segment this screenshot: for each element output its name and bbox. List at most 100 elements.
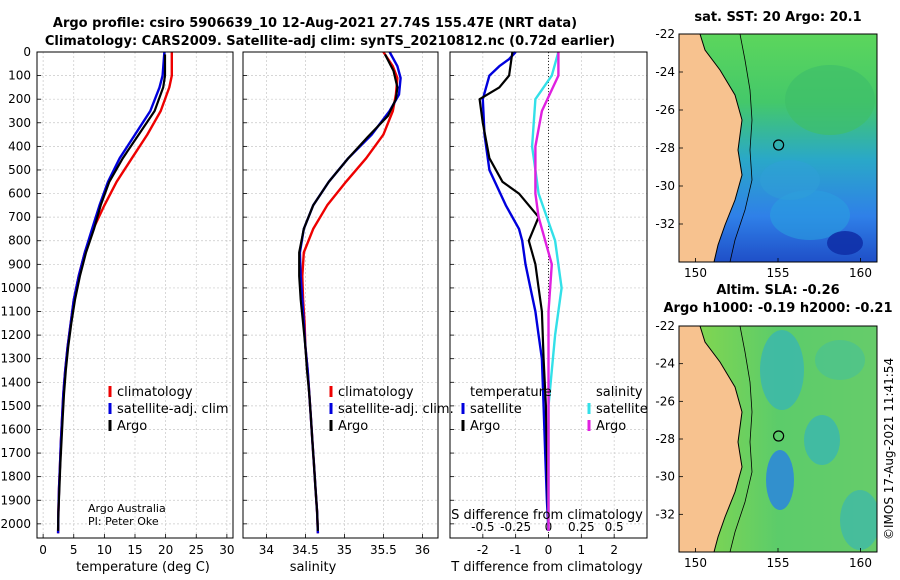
sst-map [679, 34, 877, 262]
sla-map-axes: 150 155 160 -22 -24 -26 -28 -30 -32 [655, 319, 872, 570]
legend-label-temp-argo: Argo [470, 419, 500, 434]
x-tick-label: 35.5 [370, 543, 397, 557]
legend-label-sal-argo: Argo [596, 419, 626, 434]
legend-label-satellite: satellite-adj. clim [117, 402, 229, 417]
y-tick-label: 1700 [0, 446, 31, 460]
y-tick-label: 1800 [0, 470, 31, 484]
credit-line2: PI: Peter Oke [88, 515, 159, 528]
temperature-profile-panel: 0 5 10 15 20 25 300100200300400500600700800900… [0, 45, 234, 557]
map-y-tick-label: -32 [655, 217, 675, 231]
x-top-tick-label: 0.25 [568, 520, 595, 534]
y-tick-label: 600 [8, 187, 31, 201]
sst-map-axes: 150 155 160 -22 -24 -26 -28 -30 -32 [655, 27, 872, 280]
y-tick-label: 1600 [0, 422, 31, 436]
y-tick-label: 1200 [0, 328, 31, 342]
axes-frame [36, 51, 234, 539]
y-tick-label: 100 [8, 69, 31, 83]
map-x-tick-label: 155 [767, 556, 790, 570]
sla-map-title-line1: Altim. SLA: -0.26 [716, 283, 839, 298]
y-tick-label: 800 [8, 234, 31, 248]
legend-label-sal-satellite: satellite [596, 402, 648, 417]
tdiff-xlabel: T difference from climatology [450, 560, 643, 575]
timestamp: ©IMOS 17-Aug-2021 11:41:54 [882, 358, 896, 540]
x-tick-label: -2 [477, 543, 489, 557]
y-tick-label: 1400 [0, 375, 31, 389]
salinity-profile-panel: 34 34.5 35 35.5 36 [242, 51, 439, 557]
y-tick-label: 1000 [0, 281, 31, 295]
x-tick-label: 25 [189, 543, 204, 557]
temperature-xlabel: temperature (deg C) [76, 560, 210, 575]
x-tick-label: 1 [578, 543, 586, 557]
y-tick-label: 400 [8, 139, 31, 153]
difference-profile-panel: -2 -1 0 1 2-0.5 -0.25 0 0.25 0.5 [449, 51, 648, 557]
map-y-tick-label: -26 [655, 394, 675, 408]
australia-land [679, 326, 742, 552]
sla-map [679, 326, 877, 552]
x-tick-label: 35 [337, 543, 352, 557]
coastline [699, 326, 743, 552]
australia-land [679, 34, 742, 262]
series-line-argo [57, 54, 167, 531]
map-x-tick-label: 155 [767, 266, 790, 280]
y-tick-label: 0 [23, 45, 31, 59]
series-line-salinity-satellite [530, 51, 563, 531]
temperature-legend: climatology satellite-adj. clim Argo [108, 385, 229, 434]
map-y-tick-label: -22 [655, 27, 675, 41]
x-tick-label: 34.5 [292, 543, 319, 557]
legend-label-argo: Argo [117, 419, 147, 434]
map-y-tick-label: -24 [655, 357, 675, 371]
y-tick-label: 1300 [0, 352, 31, 366]
map-x-tick-label: 160 [849, 266, 872, 280]
legend-label-climatology: climatology [117, 385, 193, 400]
x-tick-label: -1 [510, 543, 522, 557]
series-line-satellite-adj-clim [298, 51, 402, 534]
isobath [729, 34, 753, 262]
argo-location-marker [772, 430, 785, 442]
map-y-tick-label: -28 [655, 141, 675, 155]
x-tick-label: 34 [259, 543, 274, 557]
series-line-temperature-argo [478, 51, 550, 531]
argo-location-marker [772, 139, 785, 151]
sst-map-title: sat. SST: 20 Argo: 20.1 [694, 10, 861, 25]
y-tick-label: 900 [8, 257, 31, 271]
map-x-tick-label: 160 [849, 556, 872, 570]
isobath [729, 326, 753, 552]
salinity-legend: climatology satellite-adj. clim. Argo [329, 385, 454, 434]
sst-field-patch [827, 231, 863, 255]
map-y-tick-label: -28 [655, 432, 675, 446]
credit-line1: Argo Australia [88, 502, 166, 515]
legend-label-satellite: satellite-adj. clim. [338, 402, 454, 417]
sst-field-patch [770, 190, 850, 240]
map-y-tick-label: -26 [655, 103, 675, 117]
map-y-tick-label: -24 [655, 65, 675, 79]
x-top-tick-label: 0.5 [605, 520, 624, 534]
map-x-tick-label: 150 [684, 266, 707, 280]
sla-field-patch [760, 330, 804, 410]
x-tick-label: 10 [97, 543, 112, 557]
map-y-tick-label: -30 [655, 179, 675, 193]
y-tick-label: 500 [8, 163, 31, 177]
y-tick-label: 700 [8, 210, 31, 224]
x-tick-label: 5 [70, 543, 78, 557]
sst-field-patch [785, 65, 875, 135]
sst-field-patch [760, 160, 820, 200]
legend-header-temperature: temperature [470, 385, 552, 400]
axes-frame [242, 51, 439, 539]
salinity-xlabel: salinity [290, 560, 337, 575]
x-top-tick-label: -0.5 [471, 520, 494, 534]
series-line-temperature-satellite [481, 51, 550, 531]
figure-title-line1: Argo profile: csiro 5906639_10 12-Aug-20… [53, 16, 577, 31]
axes-frame [449, 51, 648, 539]
map-x-tick-label: 150 [684, 556, 707, 570]
sla-field-patch [804, 415, 840, 465]
legend-header-salinity: salinity [596, 385, 643, 400]
x-tick-label: 20 [158, 543, 173, 557]
series-line-salinity-argo [534, 52, 560, 531]
x-tick-label: 36 [415, 543, 430, 557]
sla-field-patch [766, 450, 794, 510]
series-line-argo [298, 53, 399, 531]
map-y-tick-label: -32 [655, 507, 675, 521]
legend-label-climatology: climatology [338, 385, 414, 400]
y-tick-label: 1100 [0, 305, 31, 319]
